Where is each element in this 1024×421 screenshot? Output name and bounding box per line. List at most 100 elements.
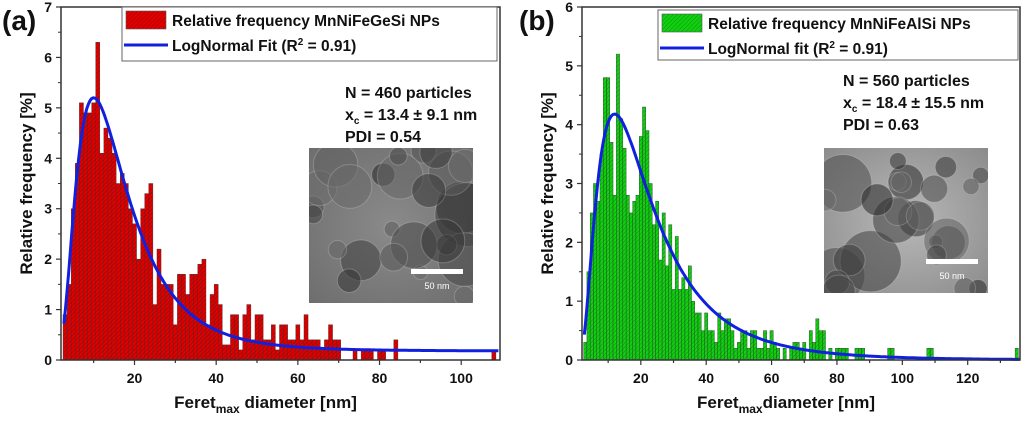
nanoparticle [327, 240, 348, 260]
histogram-bar [645, 130, 650, 361]
legend-bar-swatch [661, 13, 703, 33]
y-tick-label: 4 [44, 150, 52, 166]
histogram-bar [756, 348, 761, 361]
histogram-bar [156, 248, 162, 361]
nanoparticle [832, 243, 866, 277]
tem-inset-image: 50 nm [309, 148, 473, 303]
y-tick-label: 5 [44, 100, 52, 116]
x-tick-label: 20 [127, 370, 143, 386]
histogram-bar [691, 300, 695, 361]
y-tick-label: 6 [44, 49, 52, 65]
histogram-bar [205, 324, 211, 361]
histogram-bar [307, 339, 313, 361]
legend: Relative frequency MnNiFeGeSi NPs LogNor… [121, 6, 498, 62]
nanoparticle [411, 173, 447, 208]
histogram-bar [822, 330, 826, 361]
histogram-bar [717, 312, 722, 361]
histogram-bar [181, 274, 186, 361]
histogram-bar [609, 142, 614, 361]
histogram-bar [697, 312, 702, 361]
scale-bar [926, 259, 978, 264]
histogram-bar [769, 330, 774, 361]
nanoparticle [327, 164, 373, 209]
histogram-bar [258, 314, 264, 361]
mean-size: xc = 18.4 ± 15.5 nm [843, 95, 984, 115]
y-axis-title: Relative frequency [%] [17, 92, 36, 274]
histogram-bar [622, 147, 627, 361]
panel-b: (b) 0 1 2 3 4 5 6 20 40 60 80 100 120 Relative frequ… [519, 0, 1021, 416]
mean-size: xc = 13.4 ± 9.1 nm [345, 107, 477, 127]
histogram-bar [369, 349, 374, 361]
histogram-bar [352, 349, 358, 361]
histogram-bar [720, 330, 725, 361]
histogram-bar [759, 348, 764, 361]
histogram-bar [222, 344, 227, 361]
histogram-bar [295, 324, 301, 361]
histogram-bar [596, 200, 601, 361]
y-tick-label: 1 [565, 293, 573, 309]
x-axis-title: Feretmax diameter [nm] [174, 393, 357, 416]
y-tick-label: 7 [44, 0, 52, 15]
histogram-bar [733, 348, 738, 361]
nanoparticle [972, 166, 988, 185]
legend-fit-label: LogNormal fit (R2 = 0.91) [708, 40, 888, 58]
x-tick-label: 40 [208, 370, 224, 386]
histogram-bar [815, 318, 820, 361]
histogram-bar [238, 349, 243, 361]
particle-count: N = 460 particles [345, 85, 472, 102]
histogram-bar [365, 349, 370, 361]
histogram-bar [789, 348, 794, 361]
histogram-bar [795, 342, 800, 361]
nanoparticle [888, 152, 907, 171]
nanoparticle [953, 277, 977, 293]
histogram-bar [185, 294, 190, 361]
histogram-bar [246, 304, 252, 361]
histogram-bar [684, 289, 689, 361]
nanoparticle [860, 183, 894, 217]
y-tick-label: 0 [44, 352, 52, 368]
histogram-bar [818, 330, 823, 361]
nanoparticle [419, 148, 453, 169]
axis-ticks: 0 1 2 3 4 5 6 20 40 60 80 100 120 [565, 0, 1001, 386]
panel-a: (a) 0 1 2 3 4 5 6 7 20 40 60 80 100 Relative frequen… [2, 0, 501, 416]
legend-bar-swatch [125, 10, 167, 30]
histogram-bar [226, 344, 231, 361]
nanoparticle [309, 204, 324, 225]
histogram-bar [652, 224, 656, 361]
nanoparticle [379, 242, 409, 272]
fit-curve [62, 96, 499, 353]
legend-bar-label: Relative frequency MnNiFeGeSi NPs [172, 13, 440, 30]
x-tick-label: 80 [372, 370, 388, 386]
nanoparticle [905, 201, 936, 231]
legend-bar-label: Relative frequency MnNiFeAlSi NPs [708, 16, 971, 33]
histogram-bar [144, 193, 149, 361]
histogram-bar [91, 102, 96, 361]
histogram-bar [616, 53, 620, 361]
x-tick-label: 80 [829, 370, 845, 386]
histogram-bar [177, 274, 182, 361]
nanoparticle [824, 188, 837, 212]
histogram-bar [271, 324, 276, 361]
histogram-bar [311, 339, 317, 361]
histogram-bar [766, 348, 771, 361]
panel-label: (b) [519, 5, 555, 36]
x-tick-label: 100 [450, 370, 474, 386]
histogram-bar [254, 314, 260, 361]
bars [583, 53, 1019, 361]
histogram-bar [360, 349, 366, 361]
statistics-annotation: N = 560 particles xc = 18.4 ± 15.5 nm PD… [843, 73, 984, 134]
histogram-bar [320, 349, 325, 361]
y-tick-label: 5 [565, 58, 573, 74]
histogram-bar [132, 223, 137, 361]
histogram-bar [291, 339, 297, 361]
nanoparticle [824, 274, 856, 293]
histogram-bar [99, 153, 105, 361]
histogram-bar [299, 339, 305, 361]
histogram-bar [737, 342, 741, 361]
histogram-bar [160, 284, 166, 361]
histogram-bar [107, 137, 113, 361]
scale-bar-label: 50 nm [424, 281, 449, 291]
legend-fit-label: LogNormal Fit (R2 = 0.91) [172, 37, 356, 55]
y-tick-label: 3 [44, 201, 52, 217]
